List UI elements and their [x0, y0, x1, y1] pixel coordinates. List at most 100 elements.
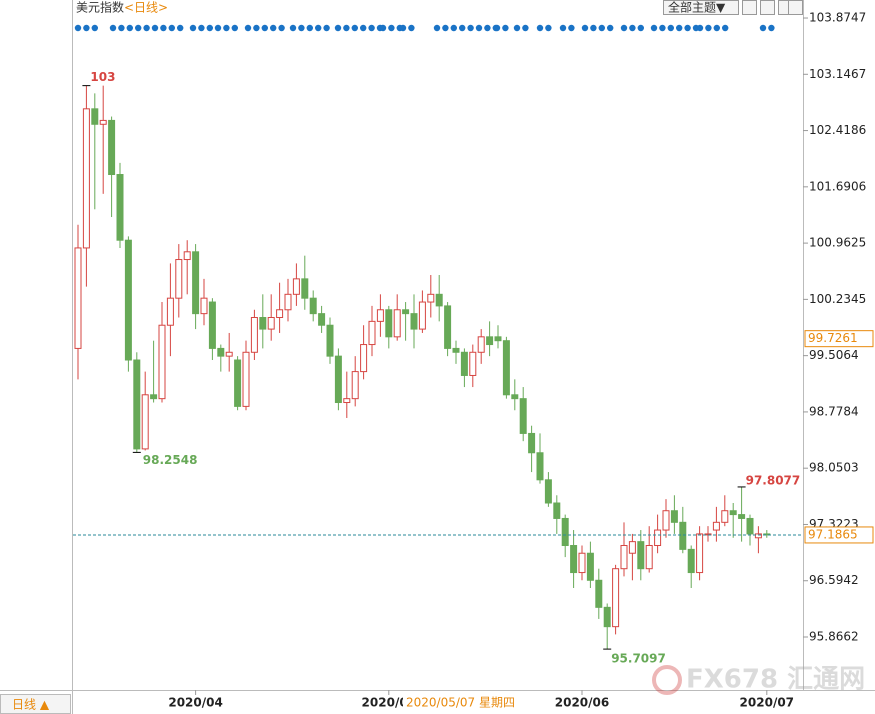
- watermark: FX678 汇通网: [652, 665, 865, 695]
- y-tick-label: 102.4186: [809, 123, 866, 137]
- event-dot: [493, 24, 501, 32]
- candle-body: [729, 510, 737, 516]
- event-dot: [484, 24, 491, 32]
- candle-body: [763, 533, 771, 536]
- event-dot: [467, 24, 474, 32]
- candle-body: [561, 517, 569, 547]
- theme-button[interactable]: 全部主题▼: [668, 0, 726, 15]
- event-dot: [168, 24, 175, 32]
- cursor-date-box: [403, 693, 513, 713]
- event-dot: [581, 24, 589, 32]
- theme-button-box[interactable]: [663, 0, 739, 15]
- y-tick-label: 98.7784: [809, 404, 859, 418]
- event-dot: [722, 24, 729, 32]
- y-tick-label: 101.6906: [809, 179, 866, 193]
- candle-body: [746, 517, 754, 535]
- x-tick-label: 2020/07: [740, 696, 794, 710]
- candle-body: [368, 320, 376, 346]
- event-dot: [231, 24, 238, 32]
- candle-body: [393, 309, 401, 338]
- cursor-value-label: 99.7261: [808, 331, 858, 345]
- event-dot: [667, 24, 674, 32]
- chart-title: 美元指数: [76, 0, 124, 15]
- y-tick-label: 103.1467: [809, 67, 866, 81]
- candle-body: [494, 336, 502, 342]
- candle-body: [91, 108, 99, 125]
- candle-body: [645, 545, 653, 570]
- event-dot: [323, 24, 330, 32]
- event-dot: [214, 24, 222, 32]
- event-dot: [368, 24, 375, 32]
- candle-body: [570, 545, 578, 574]
- event-dot: [223, 24, 230, 32]
- x-tick-label: 2020/05: [362, 696, 416, 710]
- event-dot: [768, 24, 775, 32]
- candle-body: [334, 355, 342, 404]
- period-button[interactable]: 日线 ▲: [12, 698, 50, 712]
- candle-body: [200, 297, 208, 315]
- event-dot: [450, 24, 457, 32]
- y-tick-label: 95.8662: [809, 630, 859, 644]
- event-dot: [289, 24, 297, 32]
- event-dot: [306, 24, 313, 32]
- event-dot: [177, 24, 184, 32]
- candle-body: [267, 317, 275, 330]
- event-dot: [126, 24, 133, 32]
- y-tick-label: 103.8747: [809, 11, 866, 25]
- candle-body: [528, 432, 536, 454]
- event-dot: [568, 24, 575, 32]
- event-dot: [343, 24, 350, 32]
- event-dot: [684, 24, 691, 32]
- event-dot: [696, 24, 704, 32]
- candle-body: [553, 502, 561, 519]
- candle-body: [141, 394, 149, 450]
- extreme-label: 103: [90, 70, 115, 84]
- candle-body: [99, 119, 107, 125]
- candle-body: [309, 297, 317, 315]
- candle-body: [410, 313, 418, 330]
- chart-subtitle[interactable]: <日线>: [124, 1, 168, 15]
- candle-body: [670, 510, 678, 523]
- event-dot: [379, 24, 387, 32]
- candle-body: [544, 479, 552, 504]
- event-dot: [270, 24, 277, 32]
- candle-body: [250, 317, 258, 353]
- candle-body: [519, 398, 527, 434]
- watermark-text: FX678 汇通网: [686, 665, 865, 695]
- close-button[interactable]: [788, 0, 803, 15]
- candle-body: [435, 293, 443, 307]
- zoom-in-button[interactable]: [742, 0, 757, 15]
- candle-body: [385, 309, 393, 338]
- y-tick-label: 99.5064: [809, 348, 859, 362]
- candle-body: [662, 510, 670, 531]
- zoom-out-button[interactable]: [760, 0, 775, 15]
- candle-body: [452, 347, 460, 353]
- x-tick-label: 2020/06: [555, 696, 609, 710]
- event-dot: [388, 24, 395, 32]
- candle-body: [595, 579, 603, 608]
- candle-body: [477, 336, 485, 353]
- candle-body: [586, 552, 594, 581]
- last-price-box: [804, 526, 874, 544]
- event-dot: [109, 24, 117, 32]
- event-dot: [676, 24, 683, 32]
- event-dot: [143, 24, 150, 32]
- event-dot: [559, 24, 567, 32]
- watermark-logo: [652, 665, 682, 695]
- x-tick-label: 2020/04: [168, 696, 222, 710]
- event-dot: [598, 24, 605, 32]
- candle-body: [721, 510, 729, 523]
- event-dot: [522, 24, 529, 32]
- event-dot: [151, 24, 159, 32]
- event-dot: [351, 24, 358, 32]
- event-dot: [590, 24, 597, 32]
- candle-body: [166, 297, 174, 326]
- candle-body: [418, 301, 426, 330]
- event-dot: [475, 24, 483, 32]
- event-dot: [198, 24, 205, 32]
- event-dot: [513, 24, 521, 32]
- candle-body: [511, 394, 519, 400]
- candle-body: [74, 247, 82, 349]
- event-dot: [278, 24, 285, 32]
